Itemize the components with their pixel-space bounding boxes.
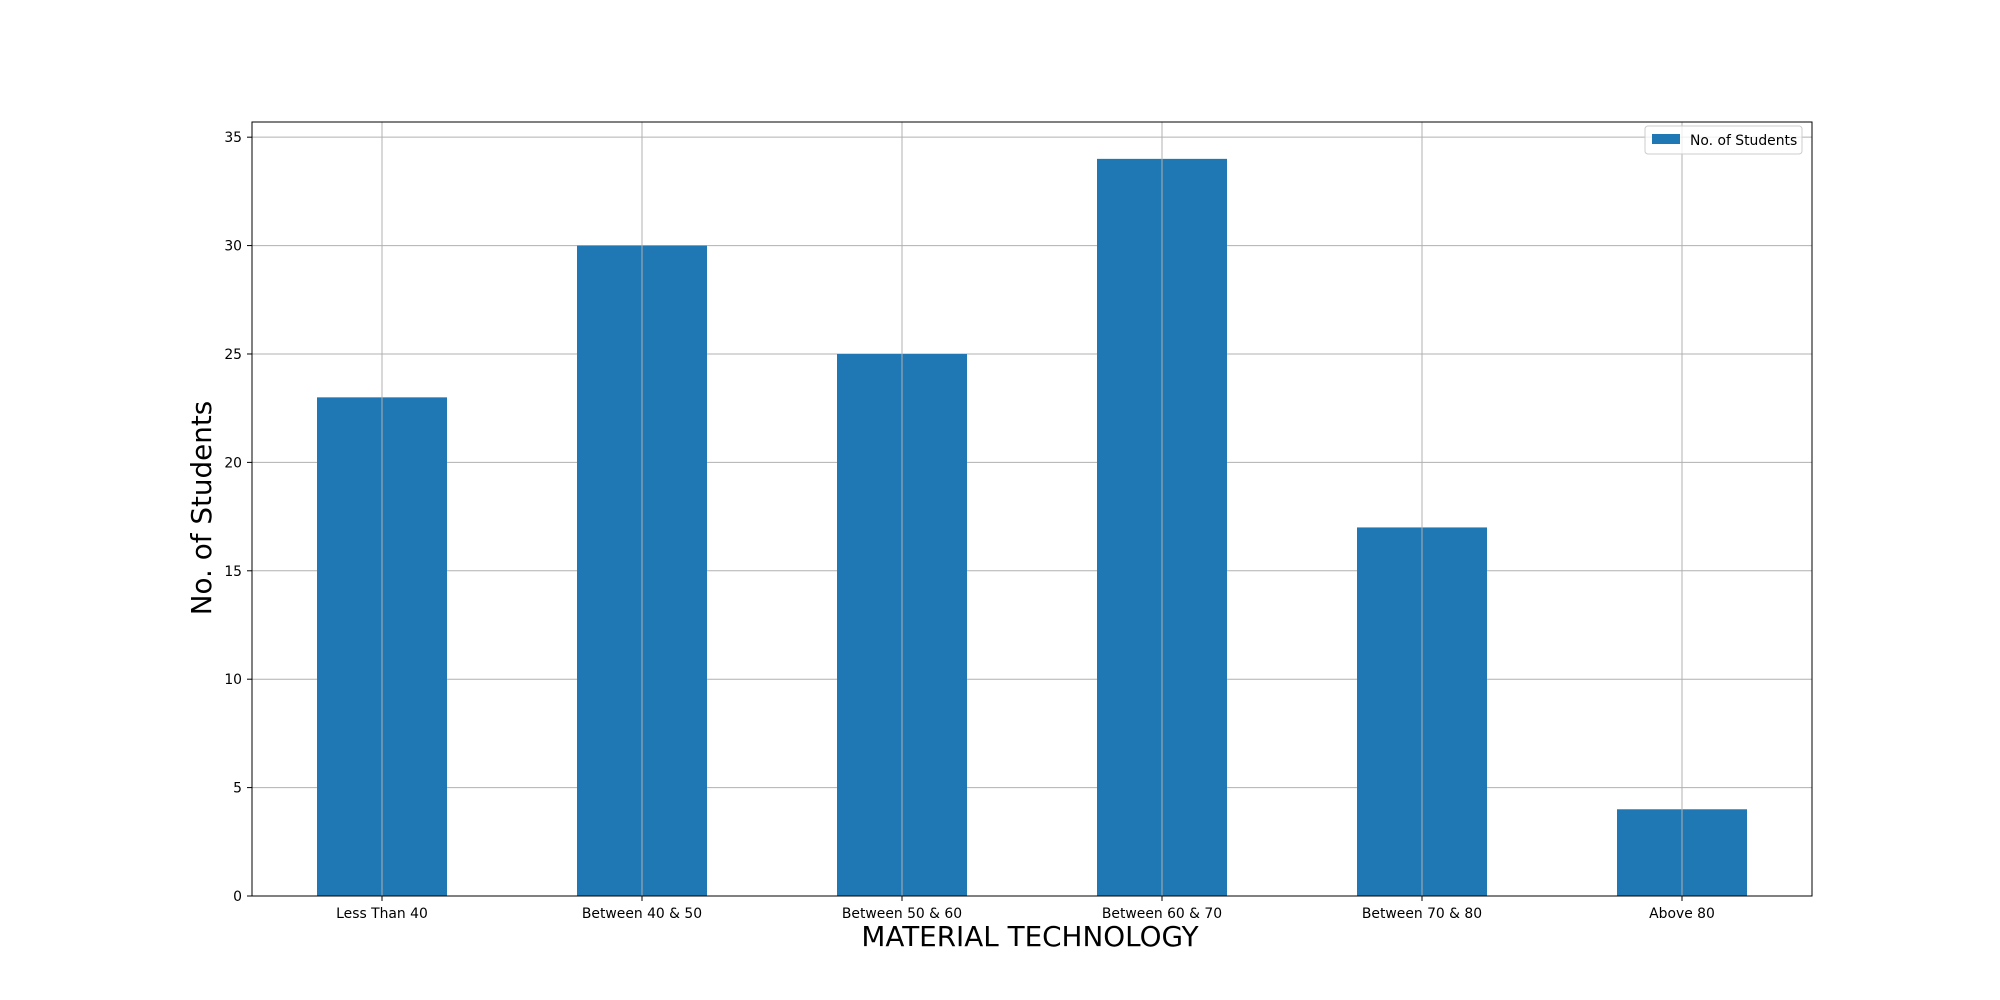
x-tick-label: Between 40 & 50 [582,906,702,922]
y-axis-title: No. of Students [185,401,218,616]
vertical-grid-lines [381,122,1683,896]
tick-labels: 0 5 10 15 20 25 30 35 Less Than 40 Between 40 & 5… [224,130,1715,922]
x-tick-label: Less Than 40 [336,906,428,922]
x-tick-label: Above 80 [1649,906,1715,922]
y-tick-label: 0 [233,889,242,905]
legend-swatch [1652,134,1680,144]
y-tick-label: 25 [224,347,242,363]
x-tick-label: Between 70 & 80 [1362,906,1482,922]
y-tick-label: 10 [224,672,242,688]
bars [317,158,1747,897]
grid-lines [252,136,1812,897]
y-tick-label: 35 [224,130,242,146]
legend: No. of Students [1644,125,1803,155]
y-tick-label: 20 [224,455,242,471]
y-tick-label: 30 [224,239,242,255]
plot-frame [251,121,1813,897]
x-tick-label: Between 50 & 60 [842,906,962,922]
x-tick-label: Between 60 & 70 [1102,906,1222,922]
axes [247,121,1813,901]
y-tick-label: 5 [233,781,242,797]
x-axis-title: MATERIAL TECHNOLOGY [861,920,1199,953]
legend-box [1644,125,1803,155]
y-tick-label: 15 [224,564,242,580]
legend-label: No. of Students [1690,133,1797,149]
